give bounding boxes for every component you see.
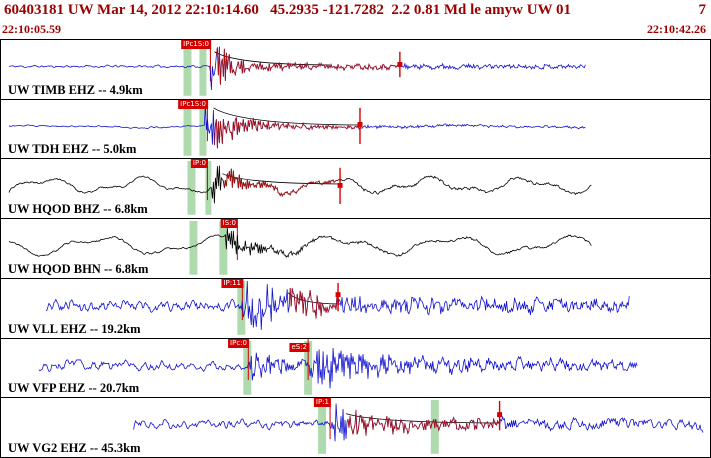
- pick-flag[interactable]: IPc1S:0: [178, 99, 208, 109]
- waveform-canvas: [45, 278, 630, 335]
- waveform-canvas: [133, 398, 704, 455]
- trace-label: UW TIMB EHZ -- 4.9km: [8, 82, 143, 97]
- trace-panel-vg2-ehz[interactable]: IP:1 UW VG2 EHZ -- 45.3km: [1, 398, 710, 457]
- trace-panel-vfp-ehz[interactable]: IPc:0 eS:2 UW VFP EHZ -- 20.7km: [1, 338, 710, 399]
- pick-flag[interactable]: IS:0: [220, 219, 238, 229]
- pick-flag[interactable]: IPc1S:0: [181, 40, 211, 49]
- trace-count: 7: [698, 2, 707, 18]
- trace-label: UW TDH EHZ -- 5.0km: [8, 142, 137, 157]
- time-window-bar: 22:10:05.59 22:10:42.26: [0, 22, 711, 39]
- trace-label: UW HQOD BHN -- 6.8km: [8, 261, 149, 276]
- pick-flag[interactable]: eS:2: [289, 342, 309, 352]
- event-header: 60403181 UW Mar 14, 2012 22:10:14.60 45.…: [0, 0, 711, 22]
- trace-panel-hqod-bhz[interactable]: IP:0 UW HQOD BHZ -- 6.8km: [1, 159, 710, 220]
- waveform-canvas: [8, 99, 586, 156]
- trace-label: UW HQOD BHZ -- 6.8km: [8, 202, 148, 217]
- trace-label: UW VFP EHZ -- 20.7km: [8, 381, 140, 396]
- trace-panel-tdh-ehz[interactable]: IPc1S:0 UW TDH EHZ -- 5.0km: [1, 99, 710, 160]
- window-end-time: 22:10:42.26: [647, 22, 706, 36]
- pick-flag[interactable]: IP:11: [221, 278, 243, 288]
- waveform-canvas: [8, 40, 586, 96]
- trace-label: UW VG2 EHZ -- 45.3km: [8, 441, 141, 456]
- event-summary: 60403181 UW Mar 14, 2012 22:10:14.60 45.…: [4, 2, 572, 18]
- pick-flag[interactable]: IP:1: [313, 398, 331, 408]
- trace-label: UW VLL EHZ -- 19.2km: [8, 321, 141, 336]
- window-start-time: 22:10:05.59: [2, 22, 61, 36]
- trace-panel-vll-ehz[interactable]: IP:11 UW VLL EHZ -- 19.2km: [1, 278, 710, 339]
- trace-panel-timb-ehz[interactable]: IPc1S:0 UW TIMB EHZ -- 4.9km: [1, 40, 710, 100]
- trace-panel-hqod-bhn[interactable]: IS:0 UW HQOD BHN -- 6.8km: [1, 219, 710, 279]
- pick-flag[interactable]: IPc:0: [228, 338, 249, 348]
- trace-area[interactable]: IPc1S:0 UW TIMB EHZ -- 4.9km IPc1S:0 UW TDH…: [0, 39, 711, 458]
- pick-flag[interactable]: IP:0: [190, 159, 208, 169]
